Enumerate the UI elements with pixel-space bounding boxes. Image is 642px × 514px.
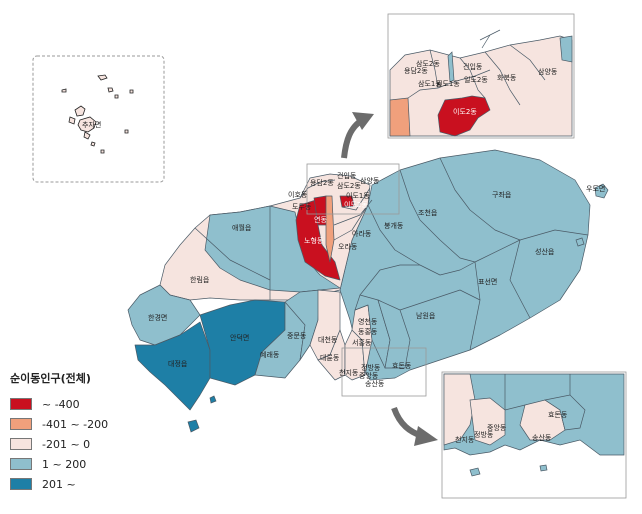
- inset-n-label-samdo1: 삼도1동: [418, 79, 442, 88]
- label-yongdam2: 용담2동: [310, 178, 334, 187]
- region-daejeong: [134, 321, 211, 411]
- label-dodu: 도두동: [292, 203, 312, 211]
- inset-n-label-ildo1: 일도1동: [436, 79, 460, 88]
- arrow-north: [341, 112, 374, 159]
- inset-s-islet-1: [469, 467, 481, 477]
- south-inset: 천지동 정방동 중앙동 송산동 효돈동: [441, 371, 627, 499]
- label-hyodon: 효돈동: [392, 362, 412, 370]
- jeju-island: [127, 149, 591, 411]
- inset-s-islet-2: [539, 464, 548, 472]
- inset-n-label-geonip: 건입동: [463, 62, 483, 71]
- label-jungmun: 중문동: [287, 332, 307, 340]
- label-jungang: 중앙동: [359, 372, 379, 380]
- legend-item: -401 ~ -200: [10, 414, 140, 434]
- legend-title: 순이동인구(전체): [10, 372, 91, 385]
- island-marado: [187, 419, 200, 433]
- label-daecheon: 대천동: [318, 335, 338, 344]
- inset-n-label-samyang: 삼양동: [538, 67, 558, 76]
- inset-n-orange: [389, 97, 411, 137]
- label-seohong: 서홍동: [352, 338, 372, 347]
- inset-n-blue-strip: [447, 51, 455, 83]
- label-ido1: 이도1동: [346, 191, 370, 200]
- legend-swatch: [10, 438, 32, 450]
- inset-n-pink: [389, 35, 573, 137]
- label-hallim: 한림읍: [190, 276, 210, 284]
- arrow-south: [391, 406, 438, 446]
- label-daeryun: 대륜동: [320, 354, 340, 362]
- inset-s-pink-left: [443, 373, 476, 446]
- south-focus-frame: [341, 347, 427, 397]
- inset-n-label-samdo2: 삼도2동: [416, 59, 440, 68]
- label-gujwa: 구좌읍: [492, 190, 512, 199]
- inset-s-label-jungang: 중앙동: [487, 424, 507, 432]
- legend-label: -401 ~ -200: [42, 417, 109, 431]
- label-donghong: 동홍동: [358, 327, 378, 336]
- region-ido2: [339, 195, 355, 208]
- label-namwon: 남원읍: [416, 311, 436, 320]
- north-focus-frame: [306, 163, 400, 215]
- legend-item: ~ -400: [10, 394, 140, 414]
- inset-n-label-yongdam2: 용담2동: [404, 66, 428, 75]
- label-ora: 오라동: [338, 242, 358, 251]
- label-ido2: 이도2동: [344, 200, 368, 209]
- main-labels: 용담2동 건입동 삼도2동 삼양동 이도1동 이도2동 이호동 도두동 연동 노…: [148, 171, 605, 388]
- label-cheonji: 천지동: [339, 368, 359, 377]
- label-yeon: 연동: [314, 216, 327, 224]
- island-gapado: [209, 395, 217, 404]
- inset-s-pink-mid: [469, 397, 506, 446]
- label-songsan: 송산동: [365, 379, 385, 388]
- label-yeongcheon: 영천동: [358, 317, 378, 326]
- label-seongsan: 성산읍: [535, 247, 555, 256]
- inset-s-label-songsan: 송산동: [532, 433, 552, 442]
- label-bonggae: 봉개동: [384, 221, 404, 230]
- legend-label: 201 ~: [42, 477, 76, 491]
- inset-n-red: [437, 95, 491, 137]
- legend-item: 1 ~ 200: [10, 454, 140, 474]
- inset-s-label-cheonji: 천지동: [455, 435, 475, 444]
- inset-s-label-jeongbang: 정방동: [474, 430, 494, 439]
- inset-n-label-ildo2: 일도2동: [464, 75, 488, 84]
- chuja-label: 추자면: [82, 120, 101, 129]
- legend-swatch: [10, 418, 32, 430]
- legend-label: -201 ~ 0: [42, 437, 91, 451]
- label-daejeong: 대정읍: [168, 359, 188, 368]
- inset-s-label-hyodon: 효돈동: [548, 411, 568, 419]
- label-iho: 이호동: [288, 190, 308, 199]
- chuja-inset: 추자면: [32, 55, 165, 183]
- label-samdo2: 삼도2동: [337, 181, 361, 190]
- region-udo: [594, 183, 609, 199]
- label-andeok: 안덕면: [230, 333, 249, 342]
- legend-item: 201 ~: [10, 474, 140, 494]
- label-aewol: 애월읍: [232, 223, 252, 232]
- legend-label: 1 ~ 200: [42, 457, 87, 471]
- label-yerae: 예래동: [260, 350, 280, 359]
- inset-n-blue-right: [559, 35, 573, 63]
- legend: 순이동인구(전체) ~ -400 -401 ~ -200 -201 ~ 0 1 …: [10, 370, 140, 494]
- inset-n-label-hwabuk: 화북동: [497, 74, 517, 82]
- label-pyoseon: 표선면: [478, 277, 497, 286]
- legend-item: -201 ~ 0: [10, 434, 140, 454]
- label-nohyeong: 노형동: [304, 237, 324, 245]
- legend-swatch: [10, 478, 32, 490]
- legend-swatch: [10, 458, 32, 470]
- label-samyang: 삼양동: [360, 176, 380, 185]
- region-orange: [325, 195, 335, 263]
- island-small-1: [575, 237, 585, 247]
- legend-swatch: [10, 398, 32, 410]
- label-udo: 우도면: [586, 184, 605, 193]
- label-hangyeong: 한경면: [148, 313, 167, 322]
- label-ara: 아라동: [352, 229, 372, 238]
- legend-label: ~ -400: [42, 397, 80, 411]
- inset-n-label-ido2: 이도2동: [453, 107, 477, 116]
- label-jocheon: 조천읍: [418, 208, 438, 217]
- label-geonip: 건입동: [337, 171, 357, 180]
- north-inset: 용담2동 삼도2동 삼도1동 건입동 일도2동 일도1동 화북동 삼양동 이도2…: [387, 13, 575, 139]
- region-aewol: [204, 205, 341, 293]
- label-jeongbang: 정방동: [361, 363, 381, 372]
